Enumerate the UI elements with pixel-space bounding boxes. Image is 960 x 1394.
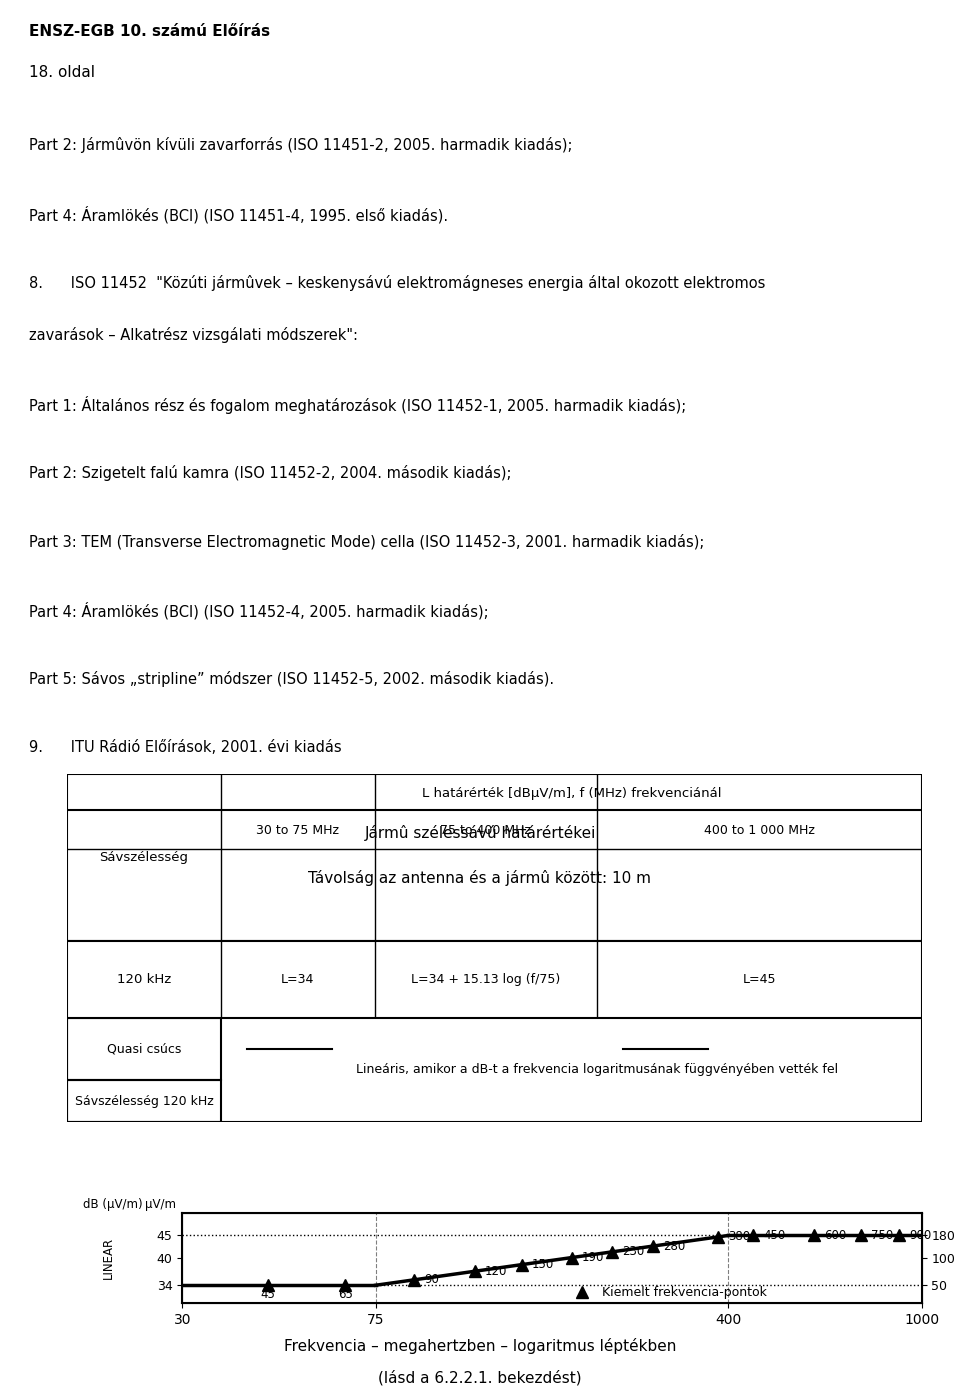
Text: L=34: L=34 (281, 973, 315, 986)
Text: 18. oldal: 18. oldal (29, 64, 95, 79)
Text: Sávszélesség 120 kHz: Sávszélesség 120 kHz (75, 1094, 213, 1108)
Text: 750: 750 (872, 1230, 894, 1242)
Text: zavarások – Alkatrész vizsgálati módszerek":: zavarások – Alkatrész vizsgálati módszer… (29, 328, 358, 343)
Text: 150: 150 (532, 1259, 554, 1271)
Bar (67, 1018, 221, 1080)
Text: 190: 190 (582, 1250, 604, 1264)
Text: L=34 + 15.13 log (f/75): L=34 + 15.13 log (f/75) (411, 973, 561, 986)
Text: Part 3: TEM (Transverse Electromagnetic Mode) cella (ISO 11452-3, 2001. harmadik: Part 3: TEM (Transverse Electromagnetic … (29, 534, 705, 549)
Text: 400 to 1 000 MHz: 400 to 1 000 MHz (704, 824, 815, 836)
Text: Part 1: Általános rész és fogalom meghatározások (ISO 11452-1, 2005. harmadik ki: Part 1: Általános rész és fogalom meghat… (29, 396, 686, 414)
Text: 120 kHz: 120 kHz (117, 973, 171, 986)
Text: 45: 45 (260, 1288, 276, 1302)
Text: Lineáris, amikor a dB-t a frekvencia logaritmusának függvényében vették fel: Lineáris, amikor a dB-t a frekvencia log… (356, 1064, 838, 1076)
Text: Frekvencia – megahertzben – logaritmus léptékben: Frekvencia – megahertzben – logaritmus l… (284, 1338, 676, 1354)
Text: 230: 230 (622, 1245, 644, 1259)
Text: 90: 90 (424, 1273, 439, 1287)
Text: L határérték [dBμV/m], f (MHz) frekvenciánál: L határérték [dBμV/m], f (MHz) frekvenci… (421, 788, 721, 800)
Text: 8.      ISO 11452  "Közúti jármûvek – keskenysávú elektromágneses energia által : 8. ISO 11452 "Közúti jármûvek – keskenys… (29, 275, 765, 291)
Text: 75 to 400 MHz: 75 to 400 MHz (441, 824, 531, 836)
Text: Kiemelt frekvencia-pontok: Kiemelt frekvencia-pontok (603, 1285, 767, 1299)
Text: (lásd a 6.2.2.1. bekezdést): (lásd a 6.2.2.1. bekezdést) (378, 1369, 582, 1386)
Text: 280: 280 (663, 1239, 685, 1253)
Text: 380: 380 (728, 1231, 750, 1243)
Text: Part 2: Szigetelt falú kamra (ISO 11452-2, 2004. második kiadás);: Part 2: Szigetelt falú kamra (ISO 11452-… (29, 466, 512, 481)
Text: 450: 450 (763, 1230, 786, 1242)
Text: ENSZ-EGB 10. számú Előírás: ENSZ-EGB 10. számú Előírás (29, 24, 270, 39)
Text: Távolság az antenna és a jármû között: 10 m: Távolság az antenna és a jármû között: 1… (308, 870, 652, 885)
Text: Part 5: Sávos „stripline” módszer (ISO 11452-5, 2002. második kiadás).: Part 5: Sávos „stripline” módszer (ISO 1… (29, 671, 554, 687)
Text: Sávszélesség: Sávszélesség (100, 850, 188, 864)
Text: 120: 120 (485, 1264, 507, 1278)
Text: Part 4: Áramlökés (BCI) (ISO 11452-4, 2005. harmadik kiadás);: Part 4: Áramlökés (BCI) (ISO 11452-4, 20… (29, 602, 489, 620)
Text: Part 2: Jármûvön kívüli zavarforrás (ISO 11451-2, 2005. harmadik kiadás);: Part 2: Jármûvön kívüli zavarforrás (ISO… (29, 138, 572, 153)
Text: 9.      ITU Rádió Előírások, 2001. évi kiadás: 9. ITU Rádió Előírások, 2001. évi kiadás (29, 740, 342, 754)
Text: L=45: L=45 (742, 973, 776, 986)
Text: dB (μV/m): dB (μV/m) (83, 1197, 142, 1211)
Text: Quasi csúcs: Quasi csúcs (107, 1043, 181, 1055)
Text: LINEAR: LINEAR (102, 1236, 115, 1280)
Text: 65: 65 (338, 1288, 353, 1302)
Bar (67, 1080, 221, 1122)
Text: 900: 900 (910, 1230, 932, 1242)
Text: Jármû szélessávú határértékei: Jármû szélessávú határértékei (364, 825, 596, 841)
Text: 600: 600 (825, 1230, 847, 1242)
Text: 30 to 75 MHz: 30 to 75 MHz (256, 824, 340, 836)
Text: Part 4: Áramlökés (BCI) (ISO 11451-4, 1995. első kiadás).: Part 4: Áramlökés (BCI) (ISO 11451-4, 19… (29, 206, 448, 223)
Text: μV/m: μV/m (146, 1197, 177, 1211)
